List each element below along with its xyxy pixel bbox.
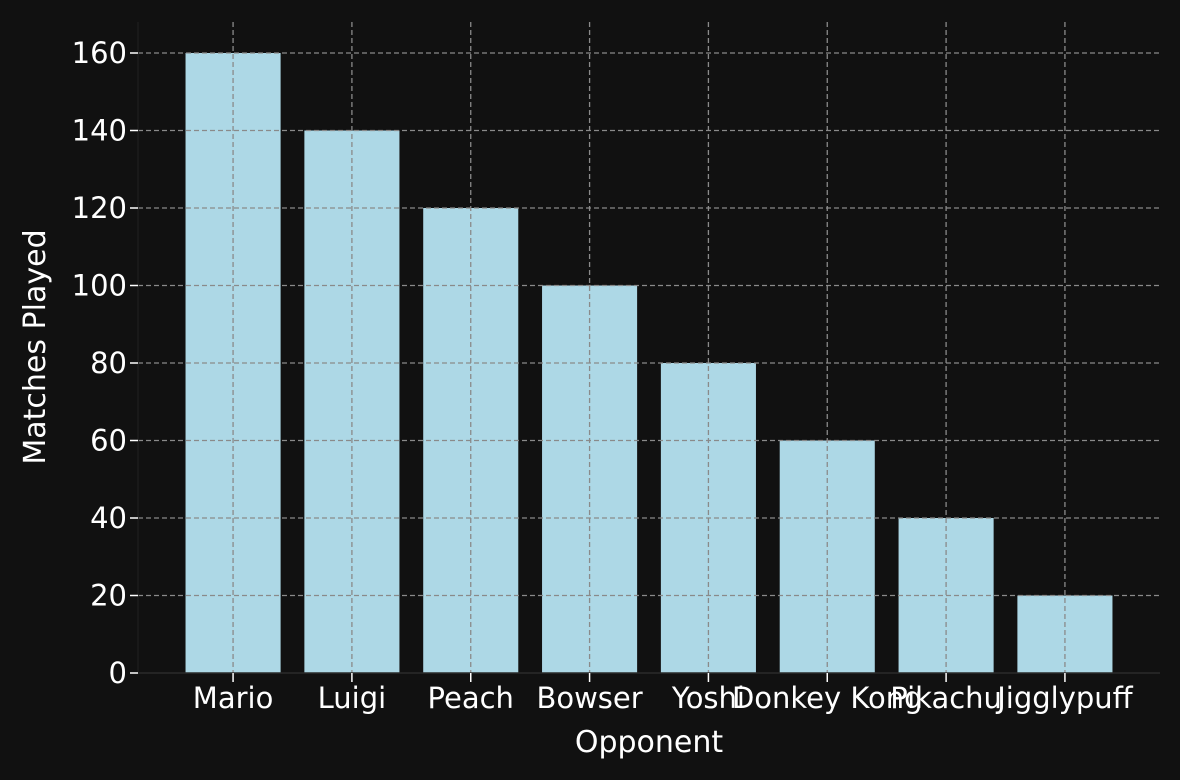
y-tick-label: 140 (72, 114, 127, 148)
tick-labels-layer: 0 20 40 60 80 100 120 140 160 Mario Luigi Peach Bows… (72, 36, 1134, 715)
x-tick-label: Yoshi (671, 681, 745, 715)
x-axis-label: Opponent (575, 725, 724, 760)
y-tick-label: 120 (72, 191, 127, 225)
x-tick-label: Luigi (318, 681, 387, 715)
y-tick-label: 0 (109, 656, 127, 690)
x-tick-label: Bowser (536, 681, 642, 715)
x-tick-label: Donkey Kong (732, 681, 923, 715)
x-tick-label: Pikachu (890, 681, 1002, 715)
y-axis-label: Matches Played (18, 229, 53, 464)
x-tick-label: Peach (428, 681, 514, 715)
x-tick-label: Jigglypuff (995, 681, 1133, 715)
y-tick-label: 60 (90, 424, 127, 458)
y-tick-label: 80 (90, 346, 127, 380)
ticks-layer (130, 52, 1066, 682)
plot-area (138, 22, 1160, 673)
y-tick-label: 20 (90, 579, 127, 613)
y-tick-label: 160 (72, 36, 127, 70)
grid-layer (138, 22, 1160, 673)
x-tick-label: Mario (193, 681, 274, 715)
y-tick-label: 40 (90, 501, 127, 535)
y-tick-label: 100 (72, 269, 127, 303)
